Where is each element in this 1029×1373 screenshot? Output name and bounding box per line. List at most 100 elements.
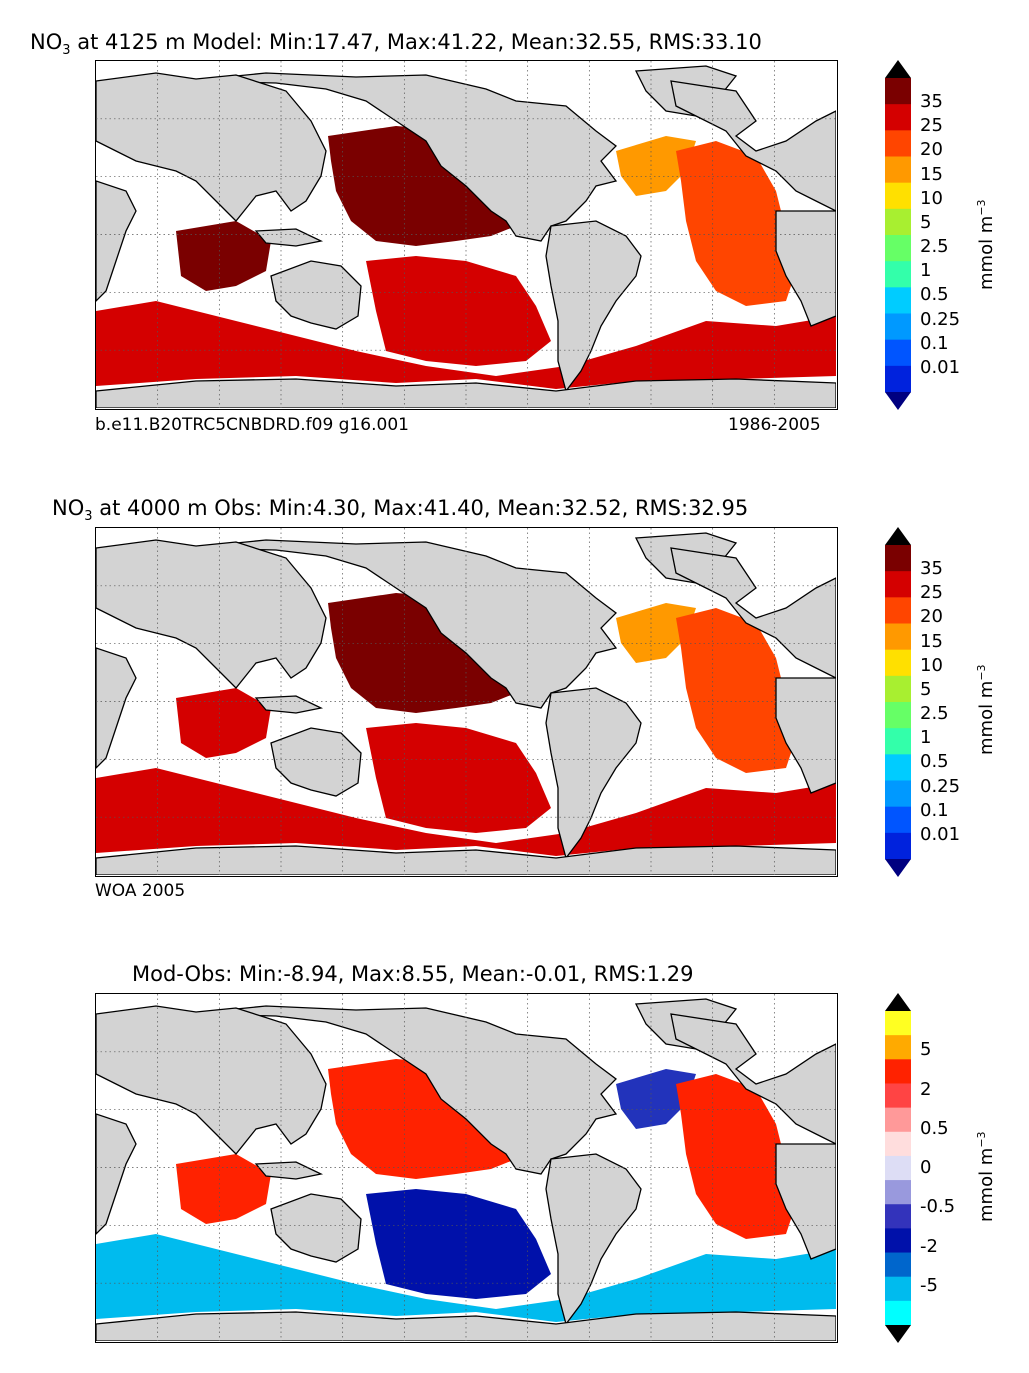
region-indian-ocean [176,221,271,291]
map-canvas [96,994,836,1341]
colorbar-tick-label: 15 [920,163,943,185]
colorbar-segment [885,545,911,572]
colorbar-tick-label: 35 [920,558,943,580]
landmass [670,547,836,679]
colorbar-tick-label: 10 [920,187,943,209]
colorbar-tick-label: 15 [920,630,943,652]
panel-2-source: WOA 2005 [95,881,186,901]
landmass [96,1005,327,1155]
landmass [545,1153,642,1326]
colorbar-segment [885,702,911,729]
colorbar-tick-label: 20 [920,139,943,161]
colorbar-tick-label: 0.1 [920,799,949,821]
colorbar-segment [885,1204,911,1229]
graticule [96,61,836,408]
colorbar-segment [885,1155,911,1181]
title-subscript: 3 [84,509,93,525]
colorbar-tick-label: -0.5 [920,1196,956,1218]
panel-3-colorbar [885,993,911,1343]
landmass [185,72,618,242]
colorbar-segment [885,1011,911,1036]
map-canvas [96,61,836,408]
landmass [185,539,618,709]
landmass [270,260,362,330]
colorbar-tick-label: 10 [920,654,943,676]
region-indian-ocean [176,1154,271,1224]
colorbar-segment [885,365,911,393]
colorbar-segment [885,1180,911,1205]
colorbar-bottom-extend [885,859,911,877]
colorbar-segment [885,235,911,262]
colorbar-segment [885,208,911,236]
colorbar-segment [885,156,911,184]
colorbar-segment [885,182,911,210]
panel-1-run-name: b.e11.B20TRC5CNBDRD.f09 g16.001 [95,415,409,435]
panel-3-map [95,993,838,1343]
colorbar-segment [885,754,911,781]
colorbar-tick-label: 35 [920,91,943,113]
panel-2-colorbar [885,527,911,877]
landmass [545,220,642,393]
colorbar-segment [885,313,911,341]
colorbar-tick-label: -2 [920,1235,938,1257]
colorbar-segment [885,1276,911,1302]
colorbar-tick-label: 2.5 [920,703,949,725]
landmass [254,1161,324,1180]
title-species: NO [52,496,85,520]
colorbar-tick-label: 0 [920,1157,932,1178]
panel-3-colorbar-unit: mmol m−3 [975,1131,997,1222]
colorbar-segment [885,832,911,860]
region-south-pacific [366,1189,551,1299]
panel-1-years: 1986-2005 [728,415,821,435]
landmass [185,1005,618,1175]
colorbar-tick-label: -5 [920,1274,938,1296]
landmass [670,1013,836,1145]
colorbar-segment [885,1252,911,1278]
panel-1-title: NO3 at 4125 m Model: Min:17.47, Max:41.2… [30,30,762,58]
region-atlantic [676,608,796,773]
landmass [96,72,327,222]
colorbar-segment [885,623,911,651]
graticule [96,994,836,1341]
colorbar-tick-label: 0.01 [920,356,961,378]
landmass [96,1113,137,1235]
colorbar-segment [885,78,911,105]
colorbar-segment [885,130,911,157]
colorbar-bottom-extend [885,392,911,410]
colorbar-tick-label: 0.1 [920,332,949,354]
colorbar-canvas [885,527,911,877]
colorbar-tick-label: 2 [920,1078,932,1100]
panel-1-colorbar [885,60,911,410]
colorbar-top-extend [885,527,911,545]
title-stats: at 4125 m Model: Min:17.47, Max:41.22, M… [70,30,762,54]
landmass [670,80,836,212]
landmass [254,695,324,714]
region-atlantic [676,141,796,306]
colorbar-segment [885,1300,911,1326]
colorbar-tick-label: 5 [920,678,932,700]
title-stats: Mod-Obs: Min:-8.94, Max:8.55, Mean:-0.01… [132,962,694,986]
colorbar-segment [885,675,911,703]
region-indian-ocean [176,688,271,758]
colorbar-tick-label: 1 [920,727,932,749]
colorbar-segment [885,339,911,367]
region-south-pacific [366,723,551,833]
colorbar-segment [885,649,911,677]
panel-2-colorbar-unit: mmol m−3 [975,664,997,755]
colorbar-tick-label: 0.5 [920,284,949,306]
colorbar-tick-label: 20 [920,606,943,628]
colorbar-segment [885,1131,911,1157]
region-atlantic [676,1074,796,1239]
colorbar-canvas [885,993,911,1343]
colorbar-tick-label: 1 [920,260,932,282]
title-species: NO [30,30,63,54]
colorbar-tick-label: 0.25 [920,775,961,797]
colorbar-tick-label: 5 [920,211,932,233]
colorbar-segment [885,1107,911,1133]
panel-2-map [95,527,838,877]
colorbar-tick-label: 0.01 [920,823,961,845]
landmass [96,539,327,689]
panel-1-map [95,60,838,410]
colorbar-bottom-extend [885,1325,911,1343]
colorbar-tick-label: 0.25 [920,308,961,330]
